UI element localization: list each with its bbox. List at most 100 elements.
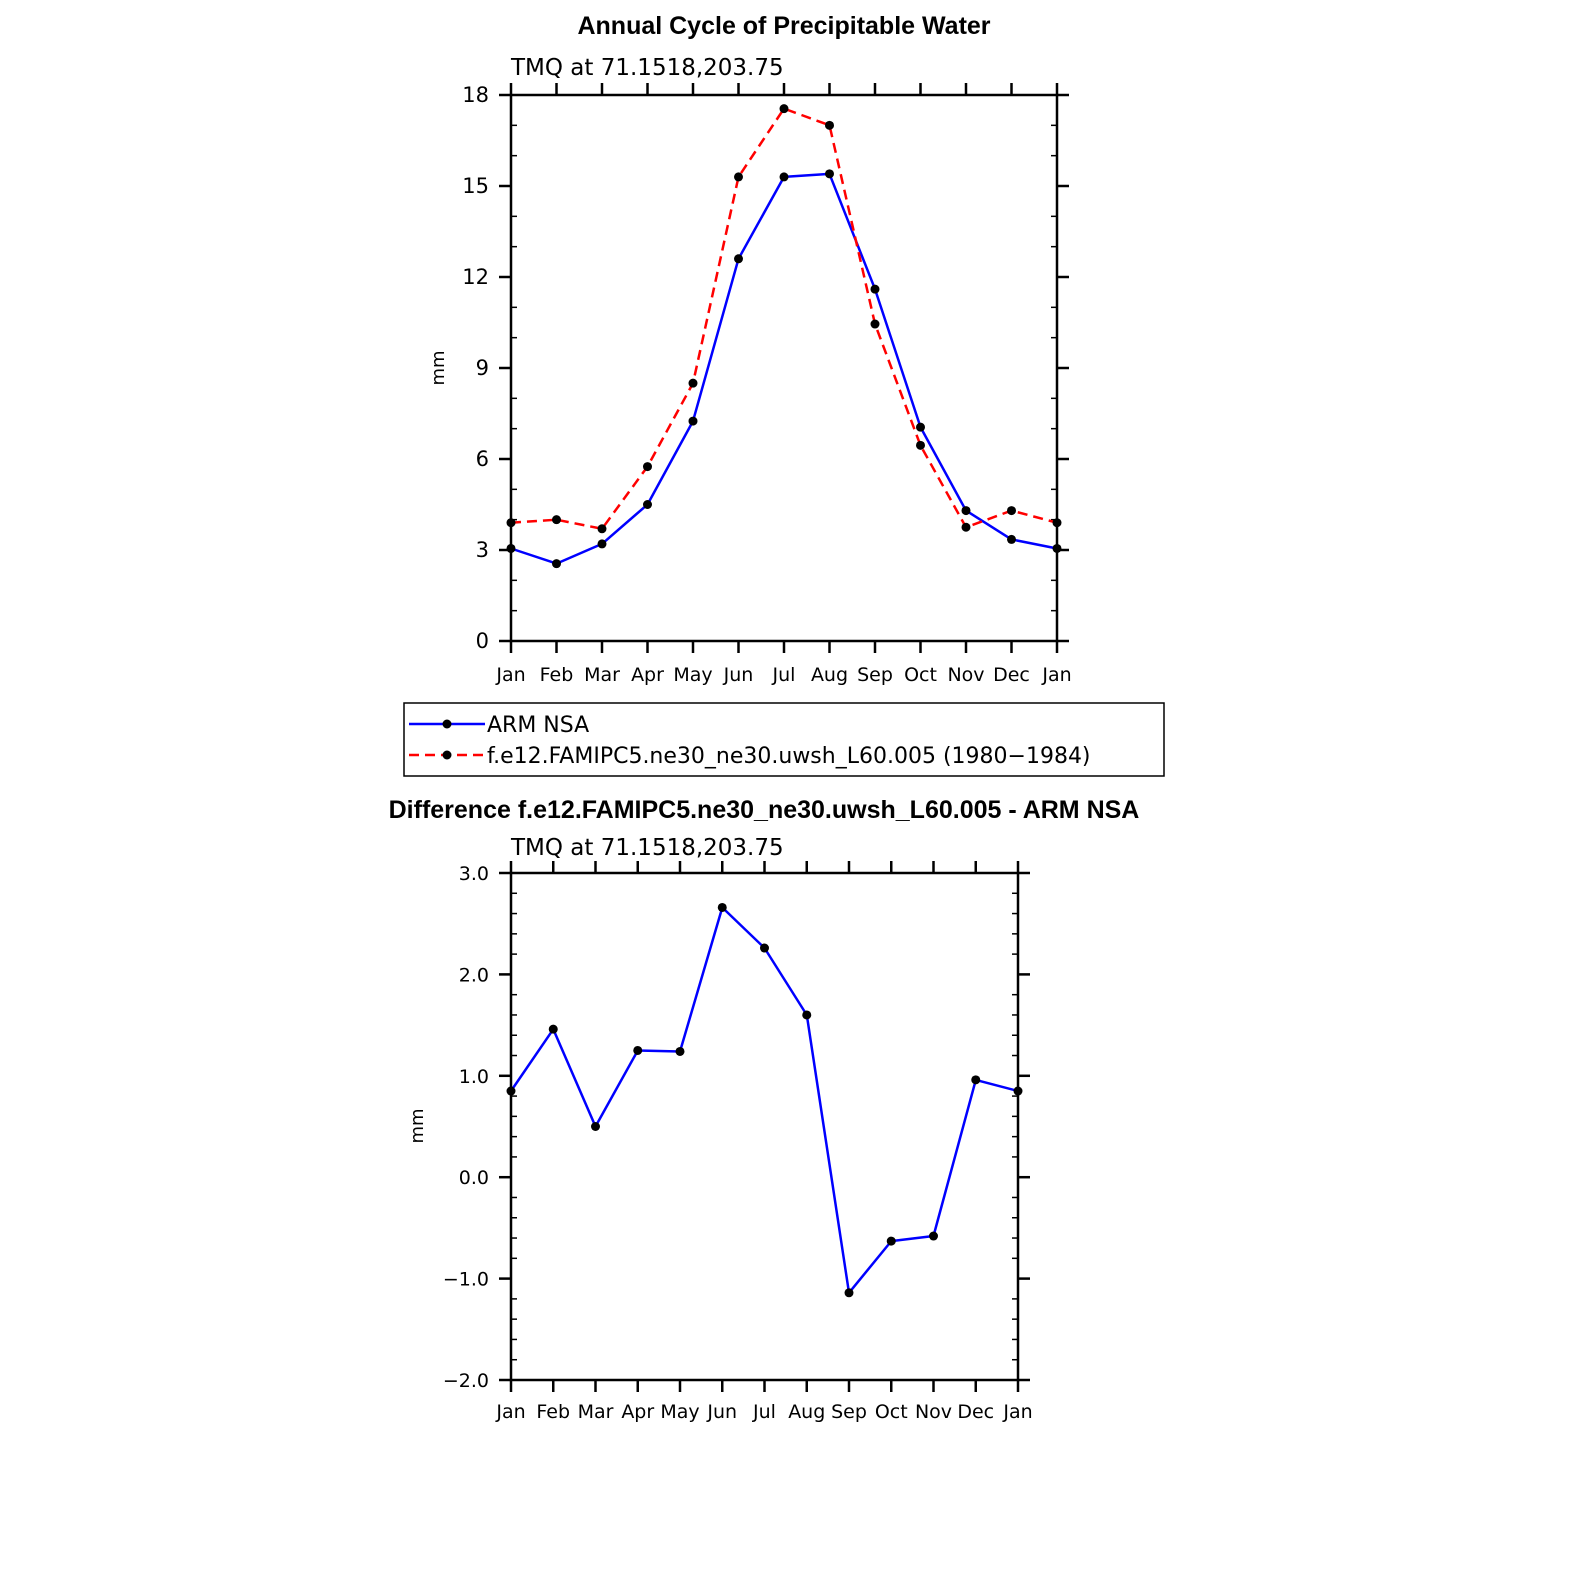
panel2-series-1-point xyxy=(1013,1086,1023,1096)
panel1-y-tick-label: 15 xyxy=(462,174,489,198)
panel1-x-tick-label: Mar xyxy=(584,664,620,686)
panel2-x-tick-label: Mar xyxy=(578,1401,614,1423)
panel1-series-line-2 xyxy=(510,107,1058,531)
legend-box xyxy=(403,702,1165,777)
panel1-series-2-point xyxy=(1007,506,1016,516)
panel2-y-tick-label: −2.0 xyxy=(443,1370,489,1392)
panel1-series-1-point xyxy=(870,284,880,294)
panel1-x-tick-labels: Jan Feb Mar Apr May Jun Jul Aug Sep Oct Nov Dec Jan xyxy=(495,664,1071,686)
panel1-x-tick-label: Jun xyxy=(723,664,754,686)
panel1-x-tick-label: Nov xyxy=(947,664,984,686)
panel1-series-1-point xyxy=(779,172,789,182)
panel2-series-1-point xyxy=(971,1075,981,1085)
panel1-series-2-point xyxy=(597,524,607,534)
panel1-series-2-point xyxy=(779,104,789,114)
panel1-x-tick-label: Dec xyxy=(993,664,1030,686)
panel2-x-tick-label: Apr xyxy=(621,1401,654,1423)
panel1-y-tick-labels: 0 3 6 9 12 15 18 xyxy=(462,83,489,653)
panel1-series-2-point xyxy=(916,440,925,450)
panel1-ticks xyxy=(499,83,1069,653)
panel2-series-1-point xyxy=(760,943,769,953)
panel2-x-tick-label: Nov xyxy=(915,1401,952,1423)
panel1-series-2-point xyxy=(688,378,698,388)
panel1-series-2-point xyxy=(961,522,971,532)
panel1-frame xyxy=(509,93,1059,643)
panel1-x-tick-label: Sep xyxy=(857,664,893,686)
panel2-series-1-point xyxy=(506,1086,516,1096)
panel2-series-line-1 xyxy=(509,906,1019,1295)
panel1-series-1-point xyxy=(688,416,698,426)
panel1-series-1-point xyxy=(1052,543,1062,553)
panel2-series-1-point xyxy=(633,1045,643,1055)
panel1-y-tick-label: 12 xyxy=(462,265,489,289)
panel1-x-tick-label: Jan xyxy=(1041,664,1071,686)
legend-marker-arm xyxy=(442,719,452,729)
panel1-x-tick-label: Feb xyxy=(540,664,574,686)
legend-label-arm: ARM NSA xyxy=(487,713,589,738)
panel1-ylabel: mm xyxy=(428,350,449,385)
panel2-series-1-point xyxy=(548,1024,558,1034)
panel2-x-tick-label: Dec xyxy=(957,1401,994,1423)
panel2-series-1-point xyxy=(591,1122,600,1131)
panel1-series-2-point xyxy=(734,172,743,182)
panel1-x-tick-label: Oct xyxy=(904,664,937,686)
legend-label-model: f.e12.FAMIPC5.ne30_ne30.uwsh_L60.005 (19… xyxy=(487,744,1091,769)
panel1-series-1-point xyxy=(1007,534,1016,544)
panel1-series-line-1 xyxy=(510,172,1058,565)
panel2-x-tick-label: Aug xyxy=(788,1401,825,1423)
panel1-series-1-point xyxy=(961,506,971,516)
panel2-y-tick-label: 1.0 xyxy=(459,1066,489,1088)
panel1-x-tick-label: May xyxy=(673,664,712,686)
panel2-y-tick-label: 2.0 xyxy=(459,964,489,986)
panel2-x-tick-label: Jan xyxy=(495,1401,525,1423)
panel2-title: Difference f.e12.FAMIPC5.ne30_ne30.uwsh_… xyxy=(389,796,1140,824)
panel2-subtitle: TMQ at 71.1518,203.75 xyxy=(510,835,784,861)
panel2-x-tick-label: Feb xyxy=(536,1401,570,1423)
panel1-y-tick-label: 6 xyxy=(476,447,489,471)
panel1-series-1-point xyxy=(643,500,652,509)
panel2-series-1-point xyxy=(844,1288,854,1298)
panel1-x-tick-label: Aug xyxy=(811,664,848,686)
panel2-series-1-point xyxy=(717,902,727,912)
panel1-series-2-point xyxy=(870,319,880,329)
panel2-y-tick-label: 0.0 xyxy=(459,1167,489,1189)
panel1-series-1-point xyxy=(597,539,607,549)
panel2-x-tick-label: Oct xyxy=(875,1401,908,1423)
panel2-frame xyxy=(509,871,1020,1382)
panel1-y-tick-label: 9 xyxy=(476,356,489,380)
panel1-series-2-point xyxy=(1052,518,1062,528)
panel1-series-1-point xyxy=(916,422,925,432)
panel2-series-1-point xyxy=(929,1231,938,1241)
legend: ARM NSA f.e12.FAMIPC5.ne30_ne30.uwsh_L60… xyxy=(403,702,1165,777)
legend-marker-model xyxy=(442,750,452,760)
panel1-series-1-point xyxy=(825,169,834,179)
panel2-series-1-point xyxy=(802,1010,812,1020)
panel2-ylabel: mm xyxy=(407,1108,428,1143)
panel2-series-1-point xyxy=(675,1046,685,1056)
panel2-series-1-point xyxy=(886,1236,896,1246)
panel2-ticks xyxy=(499,861,1030,1392)
panel1-series-1-point xyxy=(506,543,516,553)
panel2-y-tick-label: 3.0 xyxy=(459,863,489,885)
panel1-title: Annual Cycle of Precipitable Water xyxy=(577,12,990,40)
panel1-y-tick-label: 18 xyxy=(462,83,489,107)
panel1-x-tick-label: Jan xyxy=(495,664,525,686)
panel2-series xyxy=(506,902,1023,1298)
panel2-x-tick-labels: Jan Feb Mar Apr May Jun Jul Aug Sep Oct Nov Dec Jan xyxy=(495,1401,1032,1423)
panel2-x-tick-label: Jul xyxy=(752,1401,776,1423)
panel2-x-tick-label: Jan xyxy=(1002,1401,1032,1423)
panel1-series-1-point xyxy=(734,254,743,264)
panel2-x-tick-label: Jun xyxy=(706,1401,737,1423)
panel1-series xyxy=(506,104,1062,569)
panel1-x-tick-label: Apr xyxy=(631,664,664,686)
panel1-x-tick-label: Jul xyxy=(772,664,796,686)
panel1-series-2-point xyxy=(643,462,652,472)
panel2-x-tick-label: May xyxy=(660,1401,699,1423)
panel2-x-tick-label: Sep xyxy=(831,1401,867,1423)
panel2-y-tick-labels: −2.0 −1.0 0.0 1.0 2.0 3.0 xyxy=(443,863,489,1392)
panel1-subtitle: TMQ at 71.1518,203.75 xyxy=(510,55,784,81)
panel1-series-1-point xyxy=(552,559,561,569)
panel1-y-tick-label: 0 xyxy=(476,629,489,653)
panel1-y-tick-label: 3 xyxy=(476,538,489,562)
